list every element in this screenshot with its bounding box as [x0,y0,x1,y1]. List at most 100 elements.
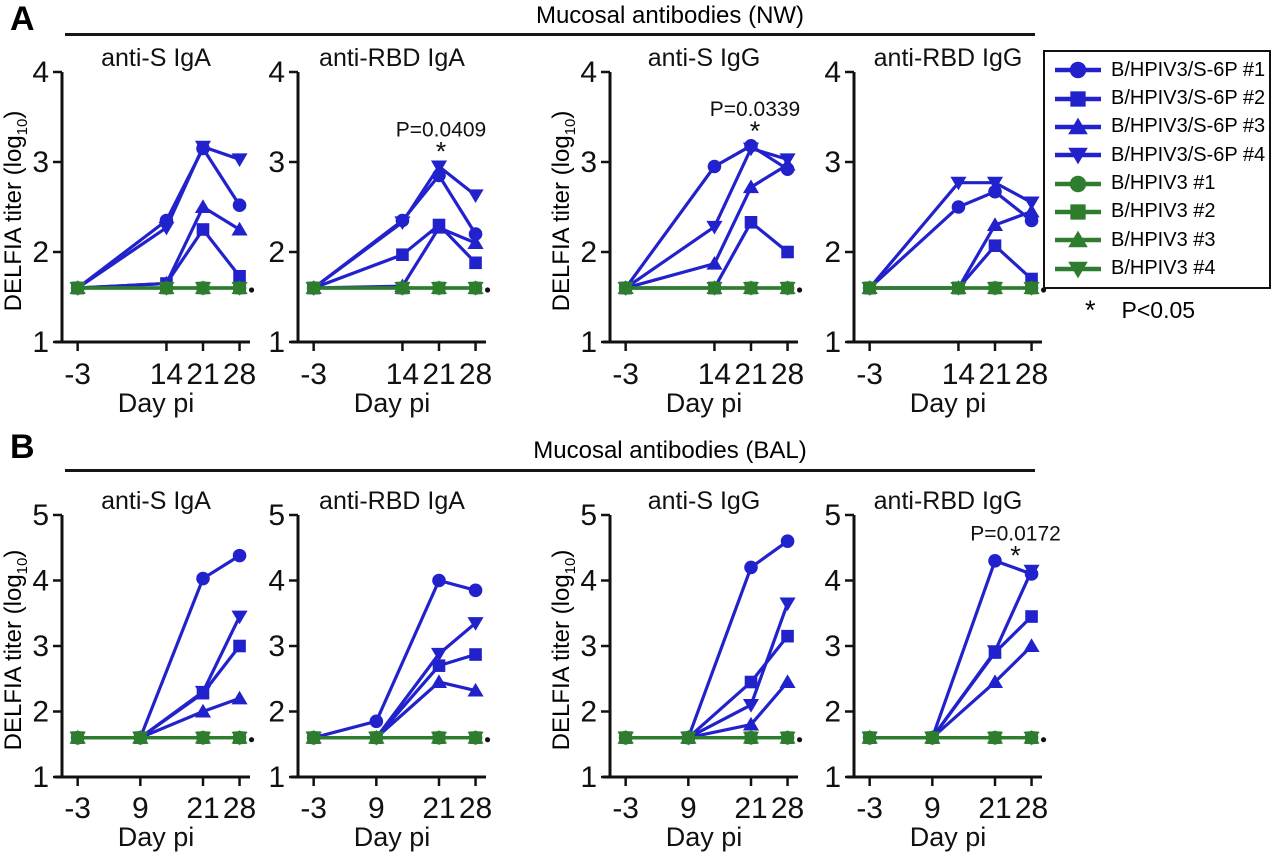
axes [601,70,798,351]
chart-text: -3 [64,792,91,825]
series-B/HPIV3 #2 [71,281,246,295]
chart-text: 21 [734,358,767,391]
marker-square [619,731,632,744]
chart-text: 21 [978,792,1011,825]
marker-square [781,245,794,259]
marker-triangle-down [194,140,212,155]
chart-text: 1 [824,326,841,359]
marker-square [233,639,246,653]
marker-triangle-down [1068,261,1088,278]
chart-text: Day pi [118,822,195,852]
marker-square [863,731,876,744]
marker-circle [369,714,384,729]
marker-square [781,731,794,744]
legend-label: B/HPIV3/S-6P #2 [1111,87,1266,110]
legend-label: B/HPIV3 #3 [1111,228,1216,251]
marker-circle [744,560,758,575]
chart-text: 2 [580,236,597,269]
chart-text: 4 [580,56,597,89]
legend-box: B/HPIV3/S-6P #1 B/HPIV3/S-6P #2 B/HPIV3/S-… [1043,50,1271,289]
chart-text: 21 [978,358,1011,391]
marker-square [682,731,695,744]
marker-circle [780,534,795,548]
marker-square [233,281,246,295]
chart-text: 4 [268,565,285,598]
chart-text: Day pi [118,388,195,418]
panel-b-title: Mucosal antibodies (BAL) [533,437,807,464]
chart-text: anti-S IgA [101,487,211,515]
legend-label: B/HPIV3/S-6P #4 [1111,143,1266,166]
chart-nw-anti-rbd-iga: anti-RBD IgA 1 2 3 4 -3 14 21 28 Day pi P=0.0409* [268,44,492,418]
marker-triangle-down [779,597,796,612]
marker-triangle-up [1023,203,1040,218]
marker-circle [1069,175,1087,192]
marker-triangle-up [779,674,796,688]
panel-a-header-rule [65,33,1035,36]
chart-text: 4 [824,56,841,89]
chart-text: 28 [1015,358,1048,391]
chart-nw-anti-s-iga: anti-S IgA 1 2 3 4 -3 14 21 28 Day pi [32,44,256,418]
chart-text: 1 [32,761,49,794]
marker-square [432,731,446,744]
legend-label: B/HPIV3 #1 [1111,172,1216,195]
chart-text: 2 [824,696,841,729]
marker-triangle-up [742,179,760,194]
series-B/HPIV3 #2 [619,281,794,295]
chart-text: 5 [580,499,597,532]
series-B/HPIV3/S-6P #4 [617,142,796,296]
marker-triangle-down [986,176,1004,191]
marker-square [988,281,1002,295]
chart-text: 4 [824,565,841,598]
chart-bal-anti-rbd-igg: anti-RBD IgG 1 2 3 4 5 -3 9 21 28 Day pi P=0.0172* [824,487,1061,852]
legend-item: B/HPIV3 #2 [1054,199,1269,225]
series-B/HPIV3/S-6P #1 [618,139,795,295]
chart-text: anti-RBD IgG [874,487,1023,515]
legend-label: B/HPIV3 #4 [1111,257,1216,280]
y-axis-label-text: DELFIA titer (log [0,574,27,751]
series-B/HPIV3/S-6P #1 [618,534,795,745]
marker-square [1025,281,1038,295]
marker-circle [988,184,1002,199]
chart-text: -3 [64,358,91,391]
axes [53,513,250,786]
series-B/HPIV3/S-6P #3 [69,690,248,744]
marker-square [926,731,939,744]
chart-text: 9 [132,792,149,825]
marker-square [370,731,383,744]
legend-label: B/HPIV3/S-6P #3 [1111,115,1266,138]
legend-glyph-triangle-down [1055,148,1101,165]
chart-text: anti-S IgG [648,487,761,515]
marker-triangle-down [742,142,760,157]
marker-square [160,281,173,295]
marker-square [988,731,1002,744]
significance-asterisk: * [1010,541,1021,571]
legend-glyph-triangle-up [1055,117,1101,135]
chart-text: 3 [32,630,49,663]
marker-square [744,675,758,689]
baseline-end-dot [484,737,491,743]
series-B/HPIV3 #2 [863,731,1038,744]
series-B/HPIV3/S-6P #2 [863,610,1038,744]
marker-square [396,281,409,295]
chart-text: -3 [856,792,883,825]
chart-text: 1 [268,761,285,794]
baseline-end-dot [248,287,255,293]
chart-text: 21 [186,358,219,391]
marker-square [71,281,84,295]
marker-triangle-down [1023,564,1040,579]
marker-square [863,281,876,295]
significance-asterisk: * [750,116,761,146]
chart-text: 3 [580,146,597,179]
series-B/HPIV3/S-6P #1 [70,548,247,745]
marker-square [781,281,794,295]
legend-glyph-triangle-down [1055,261,1101,278]
panel-a-title: Mucosal antibodies (NW) [535,2,805,29]
legend-item: B/HPIV3 #3 [1054,227,1269,253]
marker-triangle-down [467,617,484,631]
marker-square [469,281,482,295]
marker-triangle-down [467,189,484,203]
marker-triangle-down [986,645,1004,659]
legend-item: B/HPIV3/S-6P #2 [1054,86,1269,112]
series-B/HPIV3/S-6P #3 [861,203,1040,294]
marker-square [708,281,721,295]
